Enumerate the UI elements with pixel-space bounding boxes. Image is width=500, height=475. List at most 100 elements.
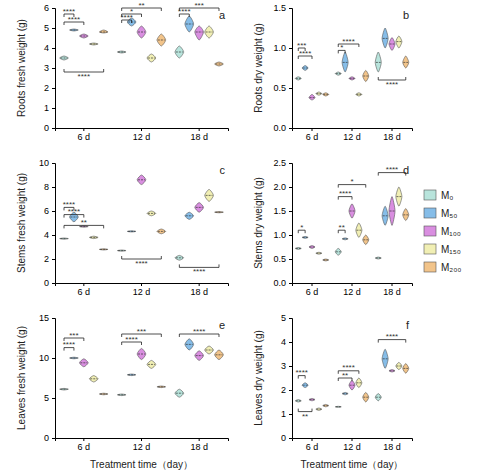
significance-label: ** [342,371,348,380]
x-tick: 18 d [190,438,208,452]
median-line [216,64,223,65]
violin [356,223,362,237]
violin [323,404,329,406]
violin [89,236,98,238]
x-tick: 18 d [190,128,208,142]
median-line [148,213,155,214]
y-tick: 0 [44,278,55,288]
y-tick: 2 [281,385,292,395]
y-tick: 0.0 [273,278,292,288]
y-tick: 4 [44,230,55,240]
y-tick: 10 [39,353,55,363]
x-tick: 6 d [78,438,91,452]
y-tick: 1.5 [273,3,292,13]
y-tick-mark [52,163,55,164]
x-tick: 18 d [383,128,401,142]
median-line [303,385,308,386]
x-tick-mark [392,438,393,441]
y-axis-title: Stems fresh weight (g) [16,173,27,273]
violin [309,398,315,400]
y-axis: 051015 [39,313,56,443]
y-tick-label: 3 [281,361,286,371]
median-line [383,358,388,359]
x-tick: 12 d [133,283,151,297]
median-line [148,58,155,59]
y-tick-label: 10 [39,353,49,363]
x-tick-label: 6 d [306,287,319,297]
median-line [336,406,341,407]
violin [185,212,194,219]
y-tick: 0.5 [273,254,292,264]
panel: 01234566 d12 d18 dRoots fresh weight (g)… [16,1,229,143]
median-line [61,389,68,390]
violin [175,255,184,260]
y-tick-label: 5 [44,393,49,403]
panel-label: a [219,9,226,21]
median-line [206,350,213,351]
violin [215,350,224,360]
violin [185,339,194,350]
y-tick-mark [289,438,292,439]
violin [349,77,355,80]
y-tick-mark [289,259,292,260]
significance-label: *** [194,1,203,10]
y-tick-mark [52,259,55,260]
violin [147,211,156,216]
median-line [296,400,301,401]
y-tick-label: 4 [44,43,49,53]
median-line [206,195,213,196]
median-line [206,32,213,33]
violin [157,34,166,46]
significance-label: **** [193,267,205,276]
median-line [80,36,87,37]
y-axis-line [289,164,293,284]
plot-area [295,187,409,261]
significance-label: **** [125,335,137,344]
median-line [390,211,395,212]
y-tick: 5 [44,23,55,33]
plot-area [295,28,409,100]
y-tick-mark [52,211,55,212]
y-tick-label: 1.0 [273,230,286,240]
x-tick: 12 d [133,438,151,452]
x-tick-mark [141,438,142,441]
median-line [303,237,308,238]
plot-area [60,16,224,66]
legend-label: M₀ [441,190,453,201]
violin [316,92,322,95]
median-line [356,94,361,95]
significance-label: **** [78,72,90,81]
y-tick-label: 1.5 [273,3,286,13]
median-line [403,368,408,369]
y-tick-label: 0 [44,123,49,133]
violin [117,394,126,396]
x-tick: 18 d [383,283,401,297]
x-tick-label: 12 d [343,287,361,297]
violin [302,66,308,71]
x-tick-mark [392,128,393,131]
median-line [383,38,388,39]
median-line [376,397,381,398]
violin [396,362,402,369]
y-tick: 2.0 [273,182,292,192]
legend-swatch [424,262,436,272]
x-tick-mark [141,128,142,131]
y-axis: 0246810 [39,158,56,288]
significance-label: * [300,223,303,232]
x-tick-label: 18 d [383,132,401,142]
violin [356,93,362,96]
y-tick-mark [289,211,292,212]
significance-label: **** [63,340,75,349]
y-tick: 2 [44,83,55,93]
median-line [343,393,348,394]
median-line [70,30,77,31]
y-tick-label: 6 [44,206,49,216]
median-line [350,78,355,79]
y-tick-mark [289,366,292,367]
x-tick-label: 12 d [133,287,151,297]
median-line [128,231,135,232]
y-tick-label: 1 [281,409,286,419]
y-axis-title: Roots fresh weight (g) [16,19,27,117]
y-tick: 2 [44,254,55,264]
x-tick-mark [392,283,393,286]
